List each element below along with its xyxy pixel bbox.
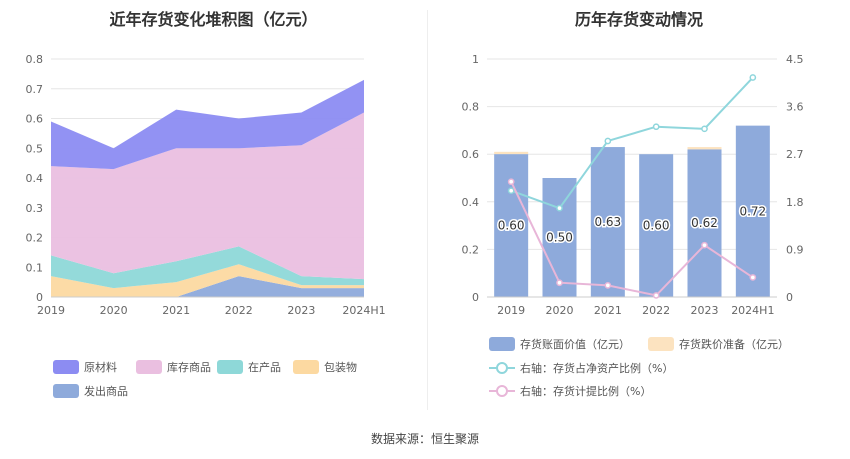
y-tick-label: 0 xyxy=(472,291,479,304)
y2-tick-label: 0.9 xyxy=(786,243,804,256)
y-tick-label: 0.1 xyxy=(26,261,44,274)
x-tick-label: 2019 xyxy=(37,304,65,317)
legend-label: 包装物 xyxy=(324,361,357,374)
bar-book-value xyxy=(735,125,770,297)
bar-impairment-reserve xyxy=(687,147,722,150)
y-tick-label: 1 xyxy=(472,53,479,66)
right-chart-title: 历年存货变动情况 xyxy=(574,10,703,29)
line-point xyxy=(556,279,563,287)
legend-label: 发出商品 xyxy=(84,385,128,398)
legend-item-provision-ratio[interactable]: 右轴：存货计提比例（%） xyxy=(489,383,651,399)
x-tick-label: 2019 xyxy=(497,304,525,317)
y-tick-label: 0.4 xyxy=(462,196,480,209)
bar-book-value xyxy=(639,154,674,297)
x-tick-label: 2023 xyxy=(287,304,315,317)
legend-item-book-value[interactable]: 存货账面价值（亿元） xyxy=(489,336,630,352)
y-tick-label: 0.8 xyxy=(26,53,44,66)
line-point xyxy=(556,204,563,212)
y-tick-label: 0.6 xyxy=(26,113,44,126)
y-tick-label: 0 xyxy=(36,291,43,304)
line-point xyxy=(604,282,612,289)
legend-line-swatch xyxy=(489,361,515,375)
legend-line-swatch xyxy=(489,384,515,398)
x-tick-label: 2024H1 xyxy=(342,304,385,317)
legend-item-goods-shipped[interactable]: 发出商品 xyxy=(53,383,128,399)
legend-item-net-asset-ratio[interactable]: 右轴：存货占净资产比例（%） xyxy=(489,360,673,376)
stacked-area-chart: 0 0.1 0.2 0.3 0.4 0.5 0.6 0.7 0.8 2019 2020 2021 202… xyxy=(26,53,386,317)
legend-swatch xyxy=(489,337,515,351)
line-point xyxy=(749,74,757,81)
line-series xyxy=(510,76,754,210)
legend-item-packaging[interactable]: 包装物 xyxy=(293,359,357,375)
legend-label: 存货跌价准备（亿元） xyxy=(679,338,789,351)
data-label: 0.72 xyxy=(739,204,766,218)
legend-label: 存货账面价值（亿元） xyxy=(520,338,630,351)
bar-book-value xyxy=(590,147,625,297)
y2-tick-label: 4.5 xyxy=(786,53,804,66)
line-point xyxy=(701,241,708,249)
legend-swatch xyxy=(217,360,243,374)
y-tick-label: 0.2 xyxy=(26,232,44,245)
legend-swatch xyxy=(648,337,674,351)
legend-swatch xyxy=(53,360,79,374)
line-point xyxy=(701,125,708,133)
y2-tick-label: 1.8 xyxy=(786,196,804,209)
line-point xyxy=(604,137,612,145)
line-point xyxy=(652,292,660,299)
line-point xyxy=(749,274,757,281)
area-series xyxy=(51,112,364,280)
y-tick-label: 0.3 xyxy=(26,202,44,215)
area-series xyxy=(51,79,364,170)
line-point xyxy=(652,123,660,131)
x-tick-label: 2023 xyxy=(691,304,719,317)
x-tick-label: 2021 xyxy=(162,304,190,317)
y-tick-label: 0.6 xyxy=(462,148,480,161)
legend-item-work-in-progress[interactable]: 在产品 xyxy=(217,359,281,375)
bar-book-value xyxy=(542,178,577,297)
data-label: 0.63 xyxy=(594,215,621,229)
legend-swatch xyxy=(136,360,162,374)
x-tick-label: 2022 xyxy=(642,304,670,317)
line-point xyxy=(507,187,515,195)
y-tick-label: 0.5 xyxy=(26,142,44,155)
left-chart-title: 近年存货变化堆积图（亿元） xyxy=(109,10,318,29)
data-label: 0.62 xyxy=(691,216,718,230)
legend-label: 在产品 xyxy=(248,361,281,374)
bar-book-value xyxy=(687,149,722,297)
line-point xyxy=(507,178,515,186)
x-tick-label: 2020 xyxy=(100,304,128,317)
x-tick-label: 2021 xyxy=(594,304,622,317)
y2-tick-label: 2.7 xyxy=(786,148,804,161)
line-series xyxy=(510,181,754,297)
legend-item-raw-materials[interactable]: 原材料 xyxy=(53,359,117,375)
area-series xyxy=(51,246,364,289)
data-label: 0.60 xyxy=(643,219,670,233)
legend-label: 右轴：存货占净资产比例（%） xyxy=(520,362,674,375)
y-tick-label: 0.4 xyxy=(26,172,44,185)
data-label: 0.50 xyxy=(546,231,573,245)
legend-swatch xyxy=(293,360,319,374)
data-source-note: 数据来源：恒生聚源 xyxy=(370,432,479,446)
y-tick-label: 0.8 xyxy=(462,101,480,114)
y2-tick-label: 3.6 xyxy=(786,101,804,114)
legend-swatch xyxy=(53,384,79,398)
data-label: 0.60 xyxy=(498,219,525,233)
y-tick-label: 0.7 xyxy=(26,83,44,96)
legend-label: 右轴：存货计提比例（%） xyxy=(520,385,652,398)
panel-divider xyxy=(427,10,428,410)
x-tick-label: 2024H1 xyxy=(731,304,774,317)
bar-impairment-reserve xyxy=(494,151,529,155)
legend-item-impairment-reserve[interactable]: 存货跌价准备（亿元） xyxy=(648,336,789,352)
area-series xyxy=(51,264,364,297)
y-tick-label: 0.2 xyxy=(462,243,480,256)
x-tick-label: 2022 xyxy=(225,304,253,317)
legend-label: 原材料 xyxy=(84,361,117,374)
legend-label: 库存商品 xyxy=(167,361,211,374)
legend-item-finished-goods[interactable]: 库存商品 xyxy=(136,359,211,375)
y2-tick-label: 0 xyxy=(786,291,793,304)
x-tick-label: 2020 xyxy=(546,304,574,317)
bar-book-value xyxy=(494,154,529,297)
